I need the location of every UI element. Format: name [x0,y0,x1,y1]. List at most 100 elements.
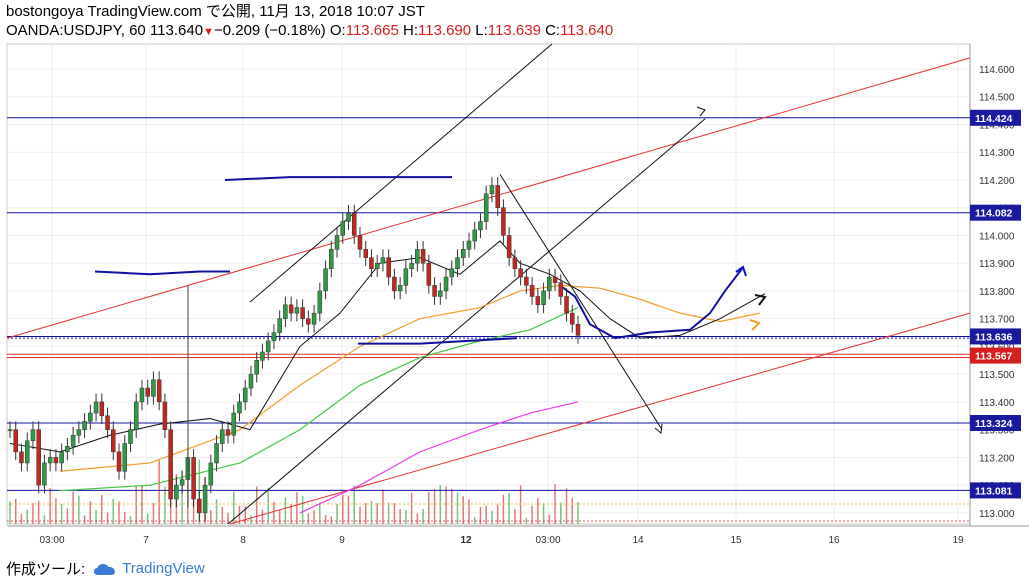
candle-body [237,401,242,414]
candle-body [529,285,535,297]
candle-body [506,235,512,258]
candle-body [111,429,116,453]
publish-info: TradingView.com で公開, 11月 13, 2018 10:07 … [87,3,425,20]
price-label-text: 114.082 [975,208,1013,220]
candle-body [409,262,414,269]
candle-body [524,276,529,286]
y-tick-label: 113.200 [979,453,1015,464]
candle-body [59,451,64,464]
candle-body [288,304,294,314]
candle-body [179,479,185,486]
candle-body [260,351,265,361]
candle-body [197,498,202,514]
candle-body [65,446,70,453]
candle-body [535,296,541,306]
x-tick-label: 14 [632,535,644,546]
close-value: 113.640 [560,22,614,39]
candle-body [432,285,437,297]
candle-body [19,451,24,464]
candle-body [311,312,317,325]
price-label-box [970,347,1021,364]
tradingview-logo[interactable]: TradingView [93,560,205,577]
candle-body [564,296,569,314]
y-tick-label: 114.300 [979,148,1015,159]
y-tick-label: 113.700 [979,315,1015,326]
candle-body [334,235,340,250]
candle-body [455,257,460,269]
candle-body [156,379,162,403]
candle-body [329,249,334,269]
candle-body [294,307,300,314]
candle-body [552,276,558,283]
y-tick-label: 114.200 [979,176,1015,187]
candle-body [88,412,93,422]
price-label-text: 113.081 [975,485,1013,497]
ma-orange-line [59,284,761,472]
header-line-1: bostongoya TradingView.com で公開, 11月 13, … [6,3,425,21]
arrow-head-icon [754,294,767,306]
last-price: 113.640 [149,22,204,39]
candle-body [283,304,288,319]
symbol-label: OANDA:USDJPY, 60 [6,22,146,39]
y-tick-label: 113.500 [979,370,1015,381]
candle-body [300,307,305,319]
trendline-black-lower [227,118,706,525]
trendline-black-down [499,174,663,430]
trendline-black-upper [249,43,553,303]
candle-body [575,323,581,336]
candle-body [570,312,575,325]
candle-body [116,451,122,472]
candle-body [426,262,432,286]
price-label-box [970,109,1021,126]
candle-body [558,282,564,297]
x-tick-label: 19 [952,535,964,546]
header-line-2: OANDA:USDJPY, 60 113.640▼−0.209 (−0.18%)… [6,22,613,41]
down-arrow-icon: ▼ [203,26,214,38]
candle-body [208,462,214,486]
candle-body [438,290,443,297]
close-label: C: [545,22,561,39]
candle-body [397,285,403,292]
x-tick-label: 03:00 [535,535,560,546]
price-label-box [970,328,1021,345]
y-tick-label: 113.400 [979,398,1015,409]
high-label: H: [403,22,418,39]
candle-body [380,257,386,264]
trendline-upper-red [6,57,971,339]
tradingview-brand[interactable]: TradingView [122,560,205,577]
candle-body [231,412,237,436]
candle-body [151,379,156,397]
candle-body [374,262,380,269]
candle-body [317,290,323,314]
candle-body [13,429,18,453]
cloud-icon [94,563,116,575]
price-label-box [970,482,1021,499]
y-tick-label: 113.000 [979,509,1015,520]
candle-body [449,268,455,278]
candle-body [346,212,351,222]
candle-body [225,429,231,436]
candle-body [489,185,495,195]
candle-body [369,257,374,269]
candle-body [443,276,449,292]
x-tick-label: 16 [828,535,840,546]
y-tick-label: 113.800 [979,287,1015,298]
candle-body [495,185,500,208]
candle-body [214,443,219,464]
candle-body [93,401,99,414]
candle-body [472,229,477,242]
footer: 作成ツール: TradingView [6,558,205,579]
publisher-name[interactable]: bostongoya [6,3,84,20]
candle-body [162,401,168,430]
ma-green-line [59,307,579,492]
y-tick-label: 114.000 [979,231,1015,242]
candle-body [191,457,196,500]
low-value: 113.639 [487,22,541,39]
candle-body [47,457,53,464]
drawn-blue-line [224,176,452,181]
arrow-head-icon [654,423,663,434]
candle-body [105,415,110,430]
arrow-head-icon [749,319,761,331]
candle-body [306,318,311,325]
